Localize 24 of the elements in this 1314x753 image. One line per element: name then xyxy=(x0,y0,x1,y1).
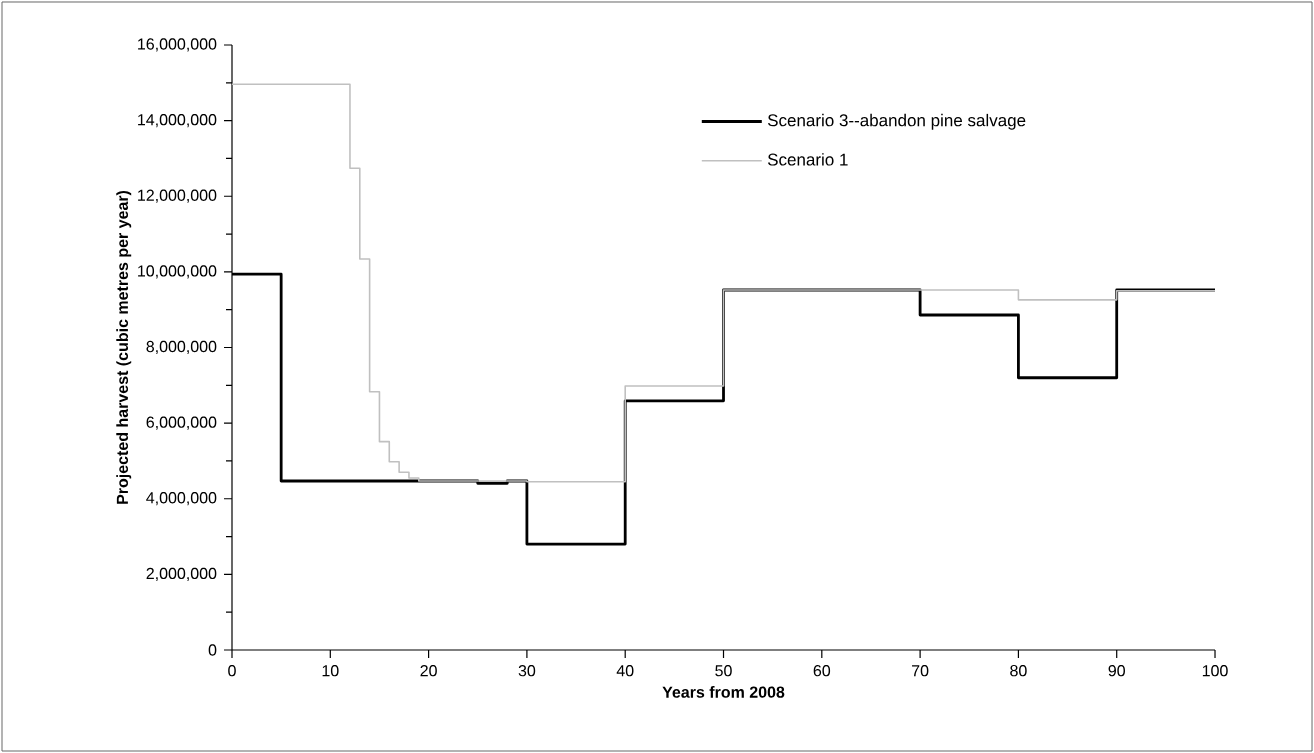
x-tick-label: 30 xyxy=(518,665,536,677)
legend-label: Scenario 1 xyxy=(767,153,848,166)
x-tick-label: 0 xyxy=(228,665,236,677)
x-tick-label: 90 xyxy=(1108,665,1125,677)
y-tick-label: 10,000,000 xyxy=(138,265,217,279)
y-tick-label: 6,000,000 xyxy=(146,416,217,430)
x-tick-label: 80 xyxy=(1010,665,1027,677)
y-tick-label: 8,000,000 xyxy=(146,340,217,355)
y-tick-label: 16,000,000 xyxy=(138,38,217,52)
x-tick-label: 20 xyxy=(420,665,437,677)
x-tick-label: 50 xyxy=(715,665,732,677)
x-tick-label: 100 xyxy=(1202,665,1228,677)
y-axis-title: Projected harvest (cubic metres per year) xyxy=(116,190,132,504)
y-tick-label: 4,000,000 xyxy=(146,492,217,506)
y-tick-label: 12,000,000 xyxy=(138,189,217,203)
x-tick-label: 60 xyxy=(813,665,831,677)
x-tick-label: 40 xyxy=(616,665,634,677)
x-tick-label: 70 xyxy=(912,665,929,677)
y-tick-label: 14,000,000 xyxy=(138,113,217,128)
x-axis-title: Years from 2008 xyxy=(662,686,785,698)
y-tick-label: 0 xyxy=(208,644,217,656)
x-tick-label: 10 xyxy=(322,665,339,677)
legend-label: Scenario 3--abandon pine salvage xyxy=(767,113,1026,130)
y-tick-label: 2,000,000 xyxy=(146,567,217,581)
